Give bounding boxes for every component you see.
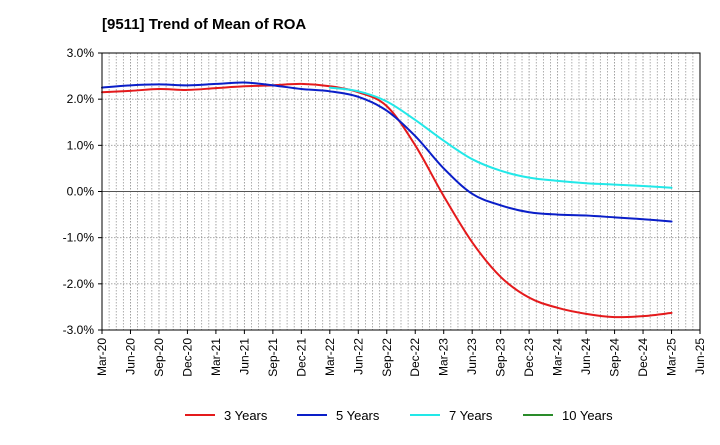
x-tick-label: Mar-20	[95, 338, 109, 376]
x-tick-label: Dec-21	[294, 338, 308, 377]
x-tick-label: Mar-21	[209, 338, 223, 376]
chart-title: [9511] Trend of Mean of ROA	[102, 16, 307, 33]
x-tick-label: Mar-22	[323, 338, 337, 376]
x-tick-label: Sep-22	[380, 338, 394, 377]
y-tick-label: -2.0%	[63, 277, 95, 291]
x-tick-label: Dec-24	[636, 338, 650, 377]
y-tick-label: 1.0%	[67, 138, 95, 152]
x-tick-label: Dec-20	[180, 338, 194, 377]
y-tick-label: 0.0%	[67, 185, 95, 199]
x-tick-label: Sep-24	[608, 338, 622, 377]
series-lines	[101, 81, 673, 319]
x-tick-label: Dec-22	[408, 338, 422, 377]
y-tick-label: -1.0%	[63, 231, 95, 245]
x-tick-label: Jun-23	[465, 338, 479, 375]
x-tick-label: Sep-23	[494, 338, 508, 377]
x-tick-label: Jun-25	[693, 338, 707, 375]
series-line-2	[101, 81, 673, 223]
x-tick-label: Dec-23	[522, 338, 536, 377]
legend-label-4: 10 Years	[562, 408, 613, 423]
x-tick-label: Mar-24	[551, 338, 565, 376]
x-tick-label: Jun-21	[237, 338, 251, 375]
x-tick-label: Mar-23	[437, 338, 451, 376]
legend-label-1: 3 Years	[224, 408, 268, 423]
series-line-1	[101, 82, 673, 319]
x-tick-label: Jun-22	[351, 338, 365, 375]
y-tick-label: -3.0%	[63, 323, 95, 337]
y-tick-label: 3.0%	[67, 46, 95, 60]
x-tick-label: Sep-21	[266, 338, 280, 377]
x-tick-label: Sep-20	[152, 338, 166, 377]
legend-label-3: 7 Years	[449, 408, 493, 423]
legend: 3 Years 5 Years 7 Years 10 Years	[185, 408, 613, 423]
x-tick-label: Jun-20	[123, 338, 137, 375]
y-tick-label: 2.0%	[67, 92, 95, 106]
grid-lines	[102, 53, 700, 330]
legend-label-2: 5 Years	[336, 408, 380, 423]
x-tick-label: Jun-24	[579, 338, 593, 375]
plot-area-border	[101, 52, 701, 331]
x-tick-label: Mar-25	[665, 338, 679, 376]
axes: 3.0% 2.0% 1.0% 0.0% -1.0% -2.0% -3.0%Mar-20 Jun…	[63, 46, 707, 377]
series-line-3	[328, 86, 673, 189]
